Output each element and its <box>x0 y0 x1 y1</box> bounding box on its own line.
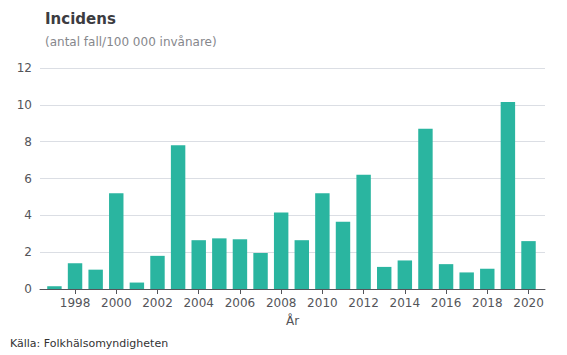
svg-text:12: 12 <box>17 61 32 75</box>
svg-text:4: 4 <box>24 208 32 222</box>
svg-text:2002: 2002 <box>142 296 173 310</box>
svg-text:2014: 2014 <box>390 296 421 310</box>
svg-text:2016: 2016 <box>431 296 462 310</box>
svg-text:Källa: Folkhälsomyndigheten: Källa: Folkhälsomyndigheten <box>10 337 168 350</box>
svg-text:1998: 1998 <box>60 296 91 310</box>
svg-text:0: 0 <box>24 282 32 296</box>
svg-text:10: 10 <box>17 98 32 112</box>
svg-text:2008: 2008 <box>266 296 297 310</box>
svg-text:8: 8 <box>24 135 32 149</box>
svg-text:2000: 2000 <box>101 296 132 310</box>
svg-text:2012: 2012 <box>348 296 379 310</box>
svg-text:2004: 2004 <box>183 296 214 310</box>
svg-text:2020: 2020 <box>513 296 544 310</box>
svg-text:2010: 2010 <box>307 296 338 310</box>
svg-text:År: År <box>286 313 299 328</box>
svg-text:2006: 2006 <box>225 296 256 310</box>
svg-text:6: 6 <box>24 172 32 186</box>
svg-text:2018: 2018 <box>472 296 503 310</box>
svg-text:Incidens: Incidens <box>45 10 116 28</box>
svg-text:2: 2 <box>24 245 32 259</box>
svg-text:(antal fall/100 000 invånare): (antal fall/100 000 invånare) <box>45 35 217 49</box>
